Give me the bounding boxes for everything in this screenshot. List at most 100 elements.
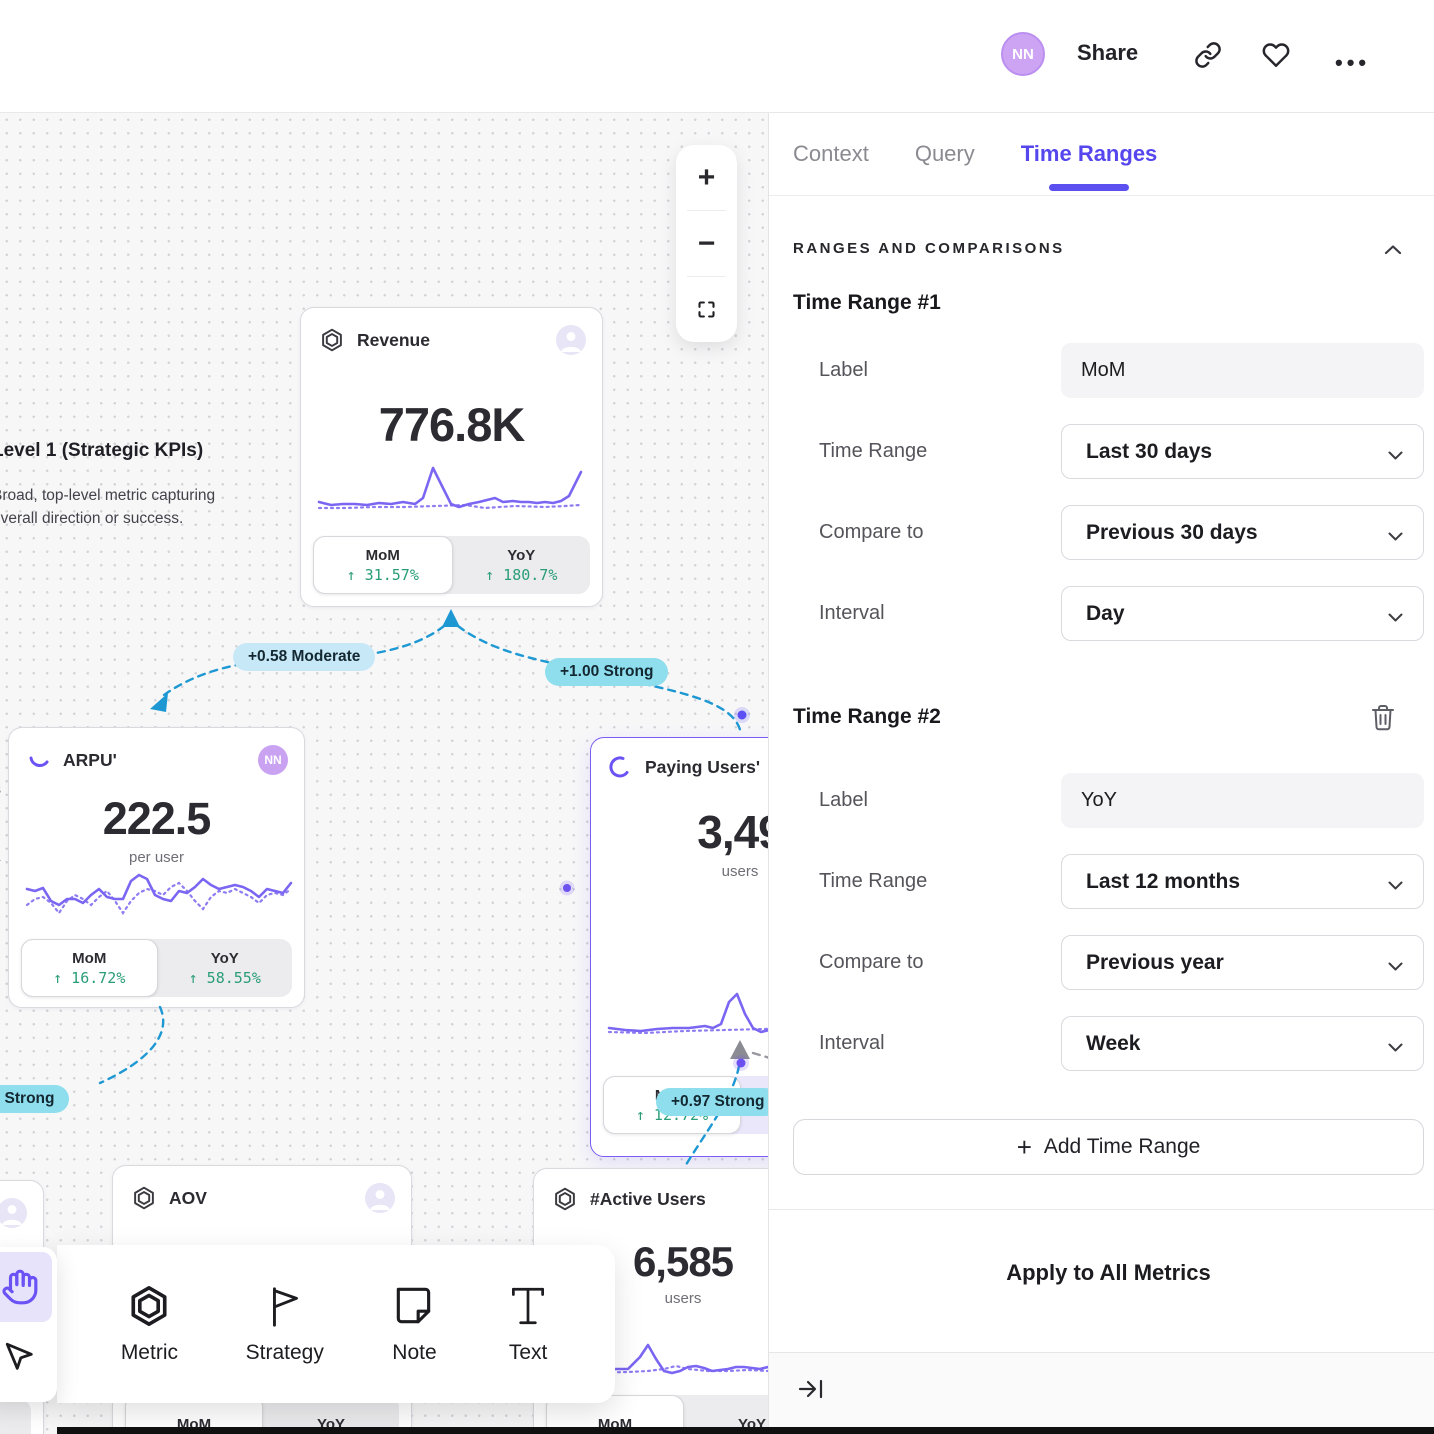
card-title: AOV [169,1187,207,1208]
select-value: Week [1086,1031,1141,1055]
card-title: ARPU' [63,749,117,770]
time-range-select[interactable]: Last 30 days [1061,424,1424,479]
share-button[interactable]: Share [1077,40,1139,65]
metric-value: 3,49 [697,806,768,858]
label-input[interactable]: MoM [1061,343,1424,398]
user-avatar[interactable]: NN [1001,32,1045,76]
avatar [365,1183,395,1213]
settings-panel: Context Query Time Ranges RANGES AND COM… [768,113,1434,1434]
metric-value: 222.5 [102,793,212,844]
metric-tree-canvas[interactable]: Level 1 (Strategic KPIs) Broad, top-leve… [0,113,768,1434]
fullscreen-button[interactable] [676,277,737,342]
mom-chip[interactable]: MoM ↑ 16.72% [21,939,158,997]
select-value: Day [1086,601,1125,625]
plus-icon: + [1016,1132,1032,1162]
tab-context[interactable]: Context [793,141,869,166]
metric-card-revenue[interactable]: Revenue 776.8K MoM ↑ 31.57% YoY ↑ 180.7% [300,307,603,607]
correlation-badge: 66 Strong [0,1085,70,1113]
section-header[interactable]: RANGES AND COMPARISONS [793,240,1424,257]
interval-select[interactable]: Day [1061,586,1424,641]
panel-footer [769,1352,1434,1434]
apply-to-all-metrics-button[interactable]: Apply to All Metrics [1006,1260,1211,1285]
mom-chip[interactable]: MoM ↑ 31.57% [313,536,453,594]
metric-tool-button[interactable]: Metric [121,1283,178,1365]
label-field-label: Label [819,359,868,381]
time-range-chips: MoM ↑ 31.57% YoY ↑ 180.7% [313,536,590,594]
copy-link-icon[interactable] [1194,41,1222,69]
correlation-badge: +1.00 Strong [545,658,669,686]
sparkline [550,1343,768,1375]
metric-hexagon-icon [319,327,345,353]
chevron-down-icon [1388,447,1403,460]
time-range-field-label: Time Range [819,870,928,892]
chevron-down-icon [1388,1039,1403,1052]
yoy-chip[interactable]: YoY ↑ 58.55% [188,949,261,987]
connection-handle-dot [563,884,571,892]
label-field-label: Label [819,789,868,811]
interval-field-label: Interval [819,1032,885,1054]
text-tool-button[interactable]: Text [505,1283,551,1365]
arrowhead-down-left [150,693,168,712]
sparkline [317,466,583,510]
add-time-range-button[interactable]: + Add Time Range [793,1119,1424,1175]
connection-handle-dot [737,710,747,720]
zoom-in-button[interactable]: + [697,160,716,194]
select-value: Last 12 months [1086,869,1241,893]
divider [769,1209,1434,1210]
collapse-panel-icon[interactable] [798,1377,824,1401]
chevron-down-icon [1388,958,1403,971]
canvas-toolbar: Metric Strategy Note Text [57,1245,615,1403]
compare-to-select[interactable]: Previous year [1061,935,1424,990]
chevron-down-icon [1388,877,1403,890]
time-range-1-title: Time Range #1 [793,291,941,314]
zoom-control: + − [676,145,737,342]
compare-to-field-label: Compare to [819,951,924,973]
loading-arc-icon [27,748,51,772]
tab-time-ranges[interactable]: Time Ranges [1021,113,1157,195]
loading-arc-icon [609,755,633,779]
correlation-badge: +0.97 Strong [656,1088,768,1116]
delete-time-range-button[interactable] [1370,703,1396,731]
chevron-down-icon [1388,528,1403,541]
top-header: NN Share ••• [0,0,1434,113]
sparkline [25,873,293,915]
select-value: Previous 30 days [1086,520,1258,544]
note-tool-button[interactable]: Note [391,1283,437,1365]
chevron-up-icon[interactable] [1384,243,1402,255]
yoy-chip[interactable]: YoY ↑ 180.7% [485,546,558,584]
time-range-select[interactable]: Last 12 months [1061,854,1424,909]
label-input[interactable]: YoY [1061,773,1424,828]
card-title: Paying Users' [645,756,761,777]
interval-select[interactable]: Week [1061,1016,1424,1071]
strategy-tool-button[interactable]: Strategy [246,1283,324,1365]
metric-card-arpu[interactable]: ARPU' NN 222.5 per user MoM ↑ 16.72% YoY… [8,727,305,1008]
tool-column [0,1247,57,1402]
hand-tool-button[interactable] [0,1252,52,1322]
level-note-description: Broad, top-level metric capturing overal… [0,487,216,527]
metric-hexagon-icon [552,1186,578,1212]
time-range-chips [0,1399,31,1434]
zoom-out-button[interactable]: − [697,226,716,260]
clipped-text-fragment: s [0,781,1,799]
select-tool-button[interactable] [0,1322,52,1392]
compare-to-select[interactable]: Previous 30 days [1061,505,1424,560]
section-title: RANGES AND COMPARISONS [793,240,1065,257]
arrowhead-up [442,609,460,627]
favorite-icon[interactable] [1262,41,1290,69]
more-options-icon[interactable]: ••• [1335,50,1371,75]
window-bottom-edge [57,1427,1434,1434]
correlation-badge: +0.58 Moderate [233,643,376,671]
metric-value: 776.8K [378,398,526,451]
metric-unit: users [664,1290,702,1307]
card-title: Revenue [357,329,430,350]
metric-unit: per user [128,849,185,866]
metric-hexagon-icon [131,1185,157,1211]
time-range-2-title: Time Range #2 [793,705,941,728]
avatar [556,325,586,355]
active-tab-indicator [1049,184,1130,191]
select-value: Last 30 days [1086,439,1213,463]
tab-query[interactable]: Query [914,141,975,166]
level-note-title: Level 1 (Strategic KPIs) [0,440,204,461]
panel-tabs: Context Query Time Ranges [769,113,1434,196]
